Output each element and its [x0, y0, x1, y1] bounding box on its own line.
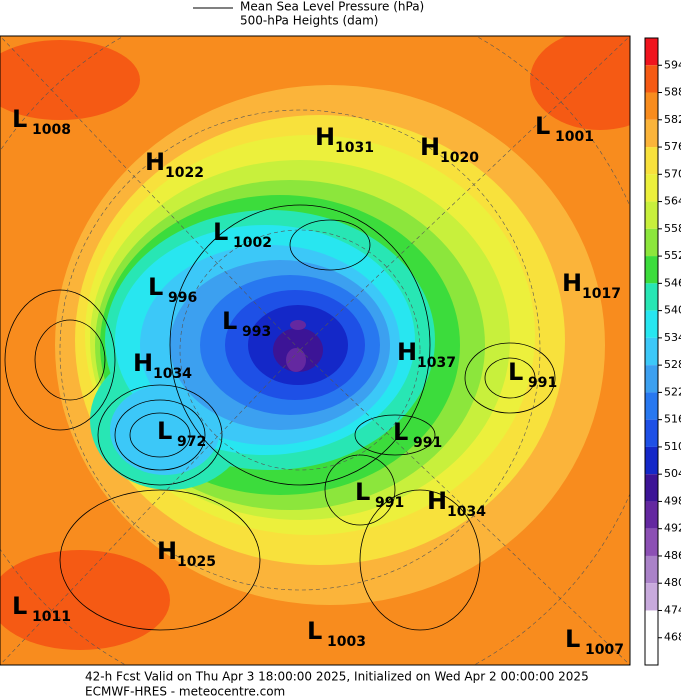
center-pressure: 991 — [528, 375, 557, 391]
center-letter: L — [355, 478, 370, 506]
legend-item: Mean Sea Level Pressure (hPa) — [240, 0, 424, 14]
colorbar-label: 552 — [664, 249, 681, 262]
center-letter: H — [397, 338, 417, 366]
colorbar-label: 516 — [664, 413, 681, 426]
colorbar-label: 504 — [664, 467, 681, 480]
center-letter: L — [393, 418, 408, 446]
center-pressure: 1007 — [585, 642, 624, 658]
colorbar-label: 540 — [664, 304, 681, 317]
footer-text: ECMWF-HRES - meteocentre.com — [85, 685, 285, 699]
center-pressure: 993 — [242, 324, 271, 340]
center-pressure: 1020 — [440, 150, 479, 166]
colorbar-label: 546 — [664, 276, 681, 289]
center-pressure: 1037 — [417, 355, 456, 371]
center-pressure: 1011 — [32, 609, 71, 625]
center-pressure: 1008 — [32, 122, 71, 138]
colorbar-label: 492 — [664, 522, 681, 535]
center-letter: H — [427, 487, 447, 515]
center-pressure: 1002 — [233, 235, 272, 251]
center-pressure: 1001 — [555, 129, 594, 145]
center-pressure: 1031 — [335, 140, 374, 156]
legend-item: 500-hPa Heights (dam) — [240, 14, 378, 28]
colorbar-cell — [645, 119, 658, 148]
center-pressure: 1017 — [582, 286, 621, 302]
center-letter: L — [307, 617, 322, 645]
colorbar-cell — [645, 637, 658, 665]
colorbar-cell — [645, 419, 658, 447]
center-pressure: 972 — [177, 434, 206, 450]
center-letter: H — [420, 133, 440, 161]
colorbar-cell — [645, 174, 658, 202]
center-letter: L — [213, 218, 228, 246]
colorbar-cell — [645, 501, 658, 529]
footer-text: 42-h Fcst Valid on Thu Apr 3 18:00:00 20… — [85, 670, 589, 684]
center-pressure: 1034 — [153, 366, 192, 382]
center-letter: L — [508, 358, 523, 386]
colorbar-cell — [645, 201, 658, 229]
colorbar-cell — [645, 283, 658, 311]
center-pressure: 1025 — [177, 554, 216, 570]
center-pressure: 1003 — [327, 634, 366, 650]
colorbar-frame — [644, 37, 659, 666]
center-letter: L — [535, 112, 550, 140]
colorbar-label: 582 — [664, 113, 681, 126]
colorbar-cell — [645, 310, 658, 338]
colorbar-cell — [645, 228, 658, 257]
center-letter: L — [565, 625, 580, 653]
colorbar-label: 510 — [664, 440, 681, 453]
center-letter: H — [315, 123, 335, 151]
center-letter: H — [562, 269, 582, 297]
colorbar-cell — [645, 365, 658, 393]
colorbar-label: 528 — [664, 358, 681, 371]
colorbar-label: 534 — [664, 331, 681, 344]
colorbar-label: 468 — [664, 631, 681, 644]
colorbar-cell — [645, 528, 658, 556]
colorbar-label: 486 — [664, 549, 681, 562]
center-letter: H — [145, 148, 165, 176]
colorbar-cell — [645, 256, 658, 284]
center-pressure: 991 — [375, 495, 404, 511]
colorbar-cell — [645, 474, 658, 502]
colorbar-cell — [645, 446, 658, 475]
colorbar-cell — [645, 392, 658, 420]
colorbar-cell — [645, 147, 658, 175]
colorbar-label: 576 — [664, 140, 681, 153]
colorbar-label: 498 — [664, 494, 681, 507]
center-pressure: 996 — [168, 290, 197, 306]
colorbar-cell — [645, 555, 658, 584]
colorbar-label: 474 — [664, 603, 681, 616]
colorbar-cell — [645, 337, 658, 366]
colorbar-cell — [645, 38, 658, 66]
center-pressure: 1022 — [165, 165, 204, 181]
colorbar-cell — [645, 583, 658, 611]
colorbar-label: 558 — [664, 222, 681, 235]
center-letter: L — [148, 273, 163, 301]
colorbar-label: 564 — [664, 195, 681, 208]
center-letter: H — [157, 537, 177, 565]
colorbar-label: 480 — [664, 576, 681, 589]
colorbar-label: 522 — [664, 385, 681, 398]
colorbar-label: 570 — [664, 167, 681, 180]
center-letter: H — [133, 349, 153, 377]
center-letter: L — [222, 307, 237, 335]
center-letter: L — [157, 417, 172, 445]
center-letter: L — [12, 105, 27, 133]
center-pressure: 991 — [413, 435, 442, 451]
colorbar-label: 588 — [664, 86, 681, 99]
colorbar-label: 594 — [664, 58, 681, 71]
colorbar-cell — [645, 610, 658, 638]
colorbar-cell — [645, 65, 658, 93]
center-pressure: 1034 — [447, 504, 486, 520]
colorbar-cell — [645, 92, 658, 120]
center-letter: L — [12, 592, 27, 620]
